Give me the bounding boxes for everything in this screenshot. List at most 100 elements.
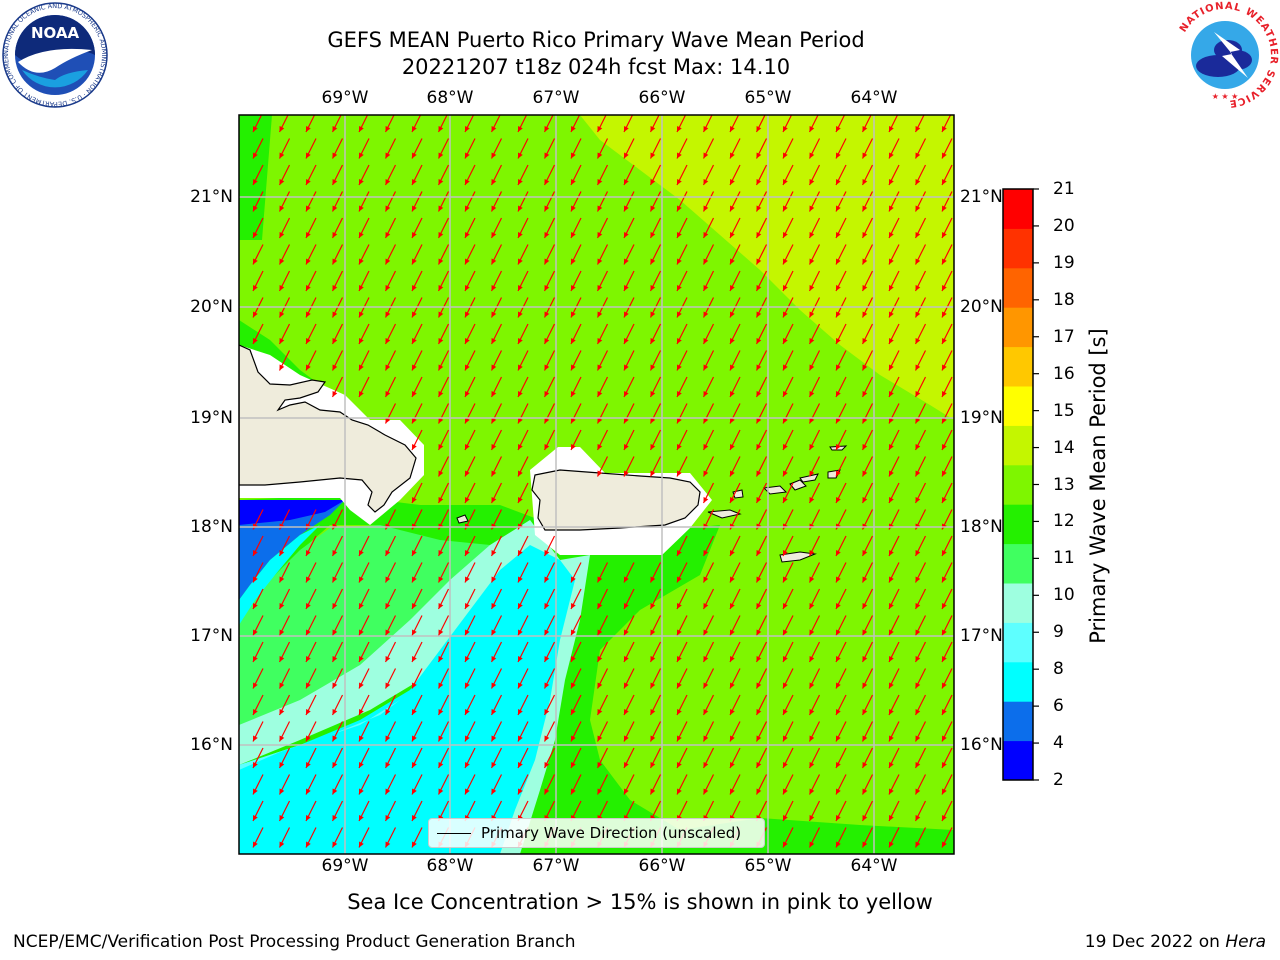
map-gridlines xyxy=(239,115,954,854)
colorbar-segment xyxy=(1003,701,1033,742)
wave-arrow xyxy=(596,588,609,610)
field-contour-4s xyxy=(239,500,345,600)
footer-date: 19 Dec 2022 on Hera xyxy=(1085,932,1266,952)
wave-arrow xyxy=(384,350,397,371)
wave-arrow xyxy=(941,800,953,822)
wave-arrow xyxy=(278,350,291,371)
field-contour-7s xyxy=(239,545,575,854)
wave-arrow xyxy=(437,376,450,398)
wave-arrow xyxy=(676,138,688,159)
wave-arrow xyxy=(914,641,927,663)
wave-arrow xyxy=(835,429,847,451)
lon-bottom-label-5: 64°W xyxy=(850,856,898,876)
wave-arrow xyxy=(941,562,953,583)
wave-arrow xyxy=(278,588,291,610)
wave-arrow xyxy=(517,535,529,557)
wave-arrow xyxy=(278,694,291,716)
wave-arrow xyxy=(437,403,450,424)
wave-arrow xyxy=(384,323,397,345)
wave-arrow xyxy=(808,138,821,159)
wave-arrow xyxy=(490,747,503,769)
wave-arrow xyxy=(517,456,529,477)
wave-arrow xyxy=(437,641,450,663)
wave-arrow xyxy=(490,429,503,451)
wave-arrow xyxy=(490,694,503,716)
wave-arrow xyxy=(755,562,768,583)
wave-arrow xyxy=(676,721,688,742)
wave-arrow xyxy=(517,376,529,398)
wave-arrow xyxy=(464,588,476,610)
colorbar-tick-label: 17 xyxy=(1053,326,1075,347)
wave-arrow xyxy=(835,403,847,424)
wave-arrow xyxy=(358,217,370,239)
wave-arrow xyxy=(861,270,874,292)
wave-arrow xyxy=(808,270,821,292)
wave-arrow xyxy=(305,774,317,795)
nws-logo: NATIONAL WEATHER SERVICE ★ ★ ★ xyxy=(1173,1,1278,109)
wave-arrow xyxy=(835,482,847,504)
wave-arrow xyxy=(861,164,874,186)
wave-arrow xyxy=(543,244,556,265)
wave-arrow xyxy=(331,217,344,239)
wave-arrow xyxy=(517,668,529,689)
wave-arrow xyxy=(358,191,370,212)
wave-arrow xyxy=(278,164,291,186)
wave-arrow xyxy=(437,244,450,265)
wave-arrow xyxy=(252,138,264,159)
wave-arrow xyxy=(543,270,556,292)
wave-arrow xyxy=(305,323,317,345)
wave-arrow xyxy=(914,615,927,636)
wave-arrow xyxy=(411,323,423,345)
wave-arrow xyxy=(623,615,635,636)
wave-arrow xyxy=(384,641,397,663)
wave-arrow xyxy=(755,429,768,451)
wave-arrow xyxy=(596,217,609,239)
svg-text:★ ★ ★: ★ ★ ★ xyxy=(1212,92,1239,101)
wave-arrow xyxy=(517,774,529,795)
wave-arrow xyxy=(570,721,582,742)
wave-arrow xyxy=(596,270,609,292)
wave-arrow xyxy=(941,323,953,345)
wave-arrow xyxy=(702,482,715,504)
wave-arrow xyxy=(596,774,609,795)
wave-arrow xyxy=(676,535,688,557)
wave-arrow xyxy=(782,270,794,292)
wave-arrow xyxy=(755,668,768,689)
wave-arrow xyxy=(543,774,556,795)
wave-arrow xyxy=(437,456,450,477)
colorbar-segment xyxy=(1003,661,1033,702)
wave-arrow xyxy=(517,482,529,504)
wave-arrow xyxy=(888,138,900,159)
wave-arrow xyxy=(570,429,582,451)
wave-arrow xyxy=(861,588,874,610)
wave-arrow xyxy=(755,456,768,477)
wave-arrow xyxy=(278,774,291,795)
colorbar-tick-label: 4 xyxy=(1053,733,1064,754)
field-contour-14s xyxy=(580,115,954,420)
wave-arrow xyxy=(835,641,847,663)
wave-arrow xyxy=(941,535,953,557)
colorbar-tick-label: 21 xyxy=(1053,179,1075,199)
wave-arrow xyxy=(755,747,768,769)
wave-arrow xyxy=(808,800,821,822)
wave-arrow xyxy=(411,641,423,663)
wave-arrow xyxy=(755,721,768,742)
wave-arrow xyxy=(437,217,450,239)
wave-arrow xyxy=(729,429,741,451)
wave-arrow xyxy=(888,191,900,212)
wave-arrow xyxy=(649,721,662,742)
wave-arrow xyxy=(914,800,927,822)
lat-left-label-0: 21°N xyxy=(190,187,233,207)
map-legend: Primary Wave Direction (unscaled) xyxy=(428,818,765,848)
wave-arrow xyxy=(490,138,503,159)
wave-arrow xyxy=(782,827,794,848)
wave-arrow xyxy=(676,270,688,292)
wave-arrow xyxy=(941,774,953,795)
wave-arrow xyxy=(755,164,768,186)
wave-arrow xyxy=(517,244,529,265)
lon-bottom-label-0: 69°W xyxy=(321,856,369,876)
puerto-rico-land xyxy=(531,469,701,531)
colorbar-segment xyxy=(1003,189,1033,229)
wave-arrow xyxy=(358,694,370,716)
wave-arrow xyxy=(437,482,450,504)
